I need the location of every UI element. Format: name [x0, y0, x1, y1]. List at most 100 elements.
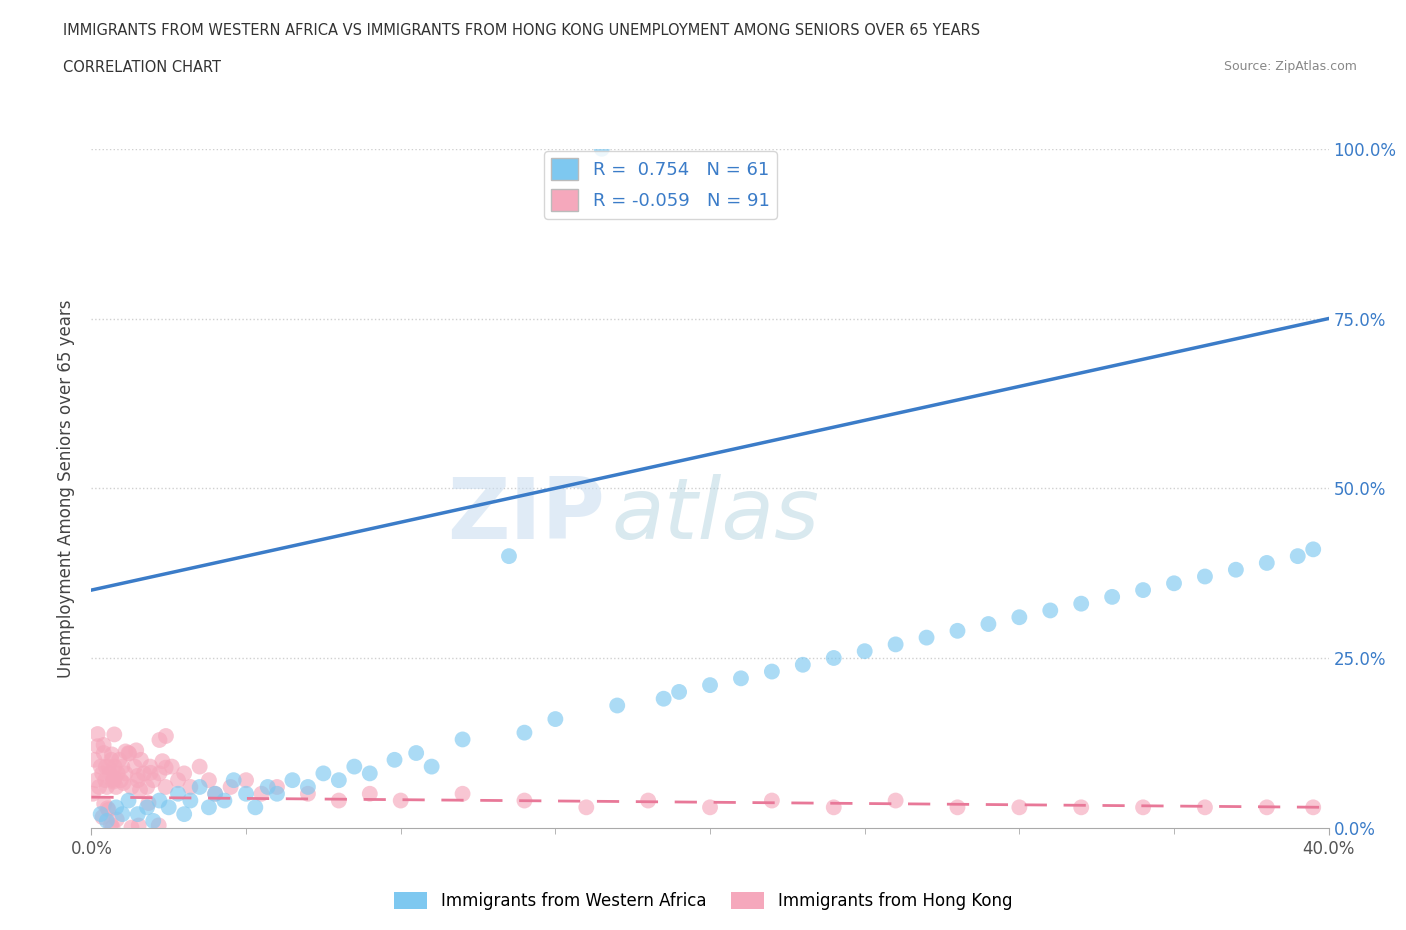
Point: [98, 766, 121, 781]
Point: [1070, 596, 1092, 611]
Point: [204, 787, 226, 802]
Point: [188, 759, 211, 774]
Point: [97, 759, 120, 774]
Point: [1194, 800, 1216, 815]
Point: [103, 727, 125, 742]
Point: [281, 773, 304, 788]
Point: [160, 759, 183, 774]
Point: [946, 623, 969, 638]
Point: [103, 774, 125, 789]
Point: [167, 787, 190, 802]
Point: [235, 787, 257, 802]
Point: [405, 746, 427, 761]
Point: [312, 766, 335, 781]
Point: [451, 732, 474, 747]
Point: [117, 793, 139, 808]
Point: [1256, 555, 1278, 570]
Point: [93, 737, 115, 752]
Point: [1225, 563, 1247, 578]
Point: [117, 746, 139, 761]
Point: [142, 773, 165, 788]
Point: [1302, 800, 1324, 815]
Point: [1132, 800, 1154, 815]
Point: [104, 759, 127, 774]
Point: [235, 773, 257, 788]
Point: [328, 793, 350, 808]
Point: [107, 766, 129, 781]
Point: [245, 800, 267, 815]
Point: [96, 779, 118, 794]
Point: [105, 779, 128, 794]
Point: [91, 766, 114, 781]
Point: [167, 773, 190, 788]
Point: [103, 771, 125, 786]
Point: [884, 793, 907, 808]
Point: [699, 678, 721, 693]
Point: [1302, 542, 1324, 557]
Point: [359, 787, 381, 802]
Point: [1194, 569, 1216, 584]
Point: [118, 746, 141, 761]
Point: [1070, 800, 1092, 815]
Point: [266, 787, 288, 802]
Point: [138, 796, 160, 811]
Point: [1132, 582, 1154, 598]
Point: [125, 743, 148, 758]
Point: [100, 817, 122, 832]
Point: [792, 658, 814, 672]
Point: [101, 820, 124, 835]
Point: [101, 747, 124, 762]
Point: [513, 793, 536, 808]
Point: [90, 759, 112, 774]
Point: [152, 753, 174, 768]
Text: Source: ZipAtlas.com: Source: ZipAtlas.com: [1223, 60, 1357, 73]
Point: [86, 726, 108, 741]
Point: [359, 766, 381, 781]
Point: [256, 779, 278, 794]
Point: [87, 779, 111, 794]
Point: [94, 773, 117, 788]
Point: [1256, 800, 1278, 815]
Point: [90, 806, 112, 821]
Point: [132, 766, 155, 781]
Text: IMMIGRANTS FROM WESTERN AFRICA VS IMMIGRANTS FROM HONG KONG UNEMPLOYMENT AMONG S: IMMIGRANTS FROM WESTERN AFRICA VS IMMIGR…: [63, 23, 980, 38]
Point: [155, 728, 177, 743]
Point: [198, 773, 221, 788]
Point: [946, 800, 969, 815]
Point: [823, 651, 845, 666]
Point: [97, 803, 120, 817]
Point: [699, 800, 721, 815]
Point: [136, 779, 159, 794]
Point: [761, 664, 783, 679]
Point: [155, 760, 177, 775]
Point: [730, 671, 752, 685]
Point: [124, 759, 146, 774]
Point: [420, 759, 443, 774]
Point: [384, 752, 406, 767]
Text: atlas: atlas: [612, 474, 820, 557]
Point: [139, 765, 162, 780]
Point: [96, 814, 118, 829]
Point: [129, 782, 152, 797]
Point: [1039, 603, 1062, 618]
Point: [114, 744, 136, 759]
Point: [173, 766, 195, 781]
Point: [1163, 576, 1185, 591]
Point: [127, 768, 149, 783]
Point: [82, 787, 104, 802]
Point: [498, 549, 520, 564]
Point: [127, 806, 149, 821]
Point: [389, 793, 412, 808]
Point: [121, 779, 143, 794]
Legend: R =  0.754   N = 61, R = -0.059   N = 91: R = 0.754 N = 61, R = -0.059 N = 91: [544, 151, 778, 219]
Point: [544, 711, 567, 726]
Point: [222, 773, 245, 788]
Point: [128, 818, 150, 833]
Point: [1008, 800, 1031, 815]
Point: [1101, 590, 1123, 604]
Point: [91, 810, 114, 825]
Point: [214, 793, 236, 808]
Point: [121, 820, 143, 835]
Point: [173, 806, 195, 821]
Point: [513, 725, 536, 740]
